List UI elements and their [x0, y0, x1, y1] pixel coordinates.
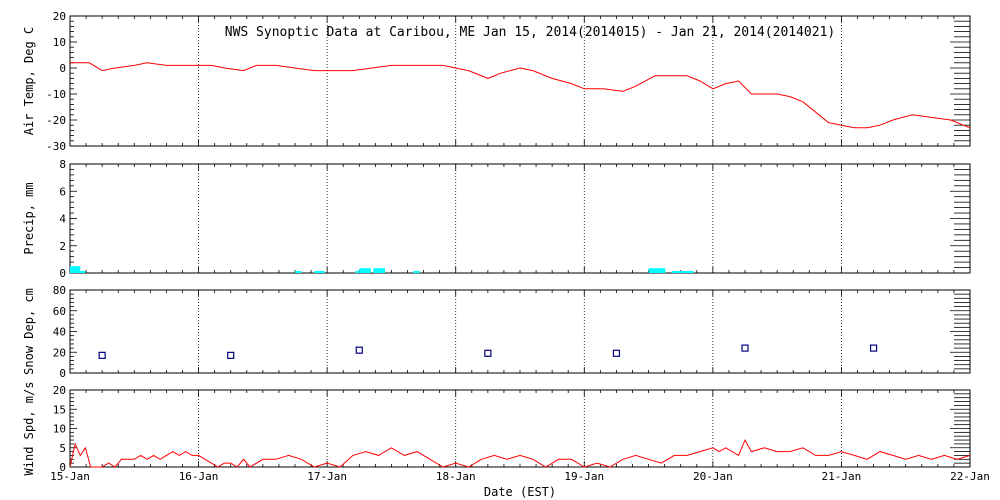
precip-bar [70, 266, 81, 273]
snowdep-point [227, 351, 235, 359]
airtemp-series-line [70, 62, 971, 129]
x-tick-label: 18-Jan [436, 470, 476, 483]
precip-bar [80, 270, 86, 273]
precip-bar [413, 270, 420, 273]
x-tick-label: 19-Jan [564, 470, 604, 483]
airtemp-ytick-label: 10 [53, 36, 66, 49]
snowdep-ytick-label: 20 [53, 346, 66, 359]
windspd-series-line [69, 438, 971, 468]
precip-ytick-label: 0 [59, 267, 66, 280]
snowdep-ytick-label: 40 [53, 326, 66, 339]
windspd-ytick-label: 15 [53, 403, 66, 416]
x-tick-label: 17-Jan [307, 470, 347, 483]
precip-ytick-label: 6 [59, 185, 66, 198]
x-tick-label: 20-Jan [693, 470, 733, 483]
snowdep-point [869, 344, 878, 352]
windspd-ylabel: Wind Spd, m/s [22, 382, 36, 476]
precip-bar [359, 268, 371, 273]
precip-ytick-label: 2 [59, 240, 66, 253]
x-tick-label: 16-Jan [179, 470, 219, 483]
windspd-ytick-label: 0 [59, 461, 66, 474]
snowdep-frame [69, 289, 971, 374]
airtemp-ytick-label: -10 [46, 88, 66, 101]
precip-ytick-label: 4 [59, 213, 66, 226]
airtemp-ytick-label: -20 [46, 114, 66, 127]
snowdep-ytick-label: 60 [53, 305, 66, 318]
precip-bar [355, 270, 360, 273]
snowdep-point [484, 349, 492, 357]
snowdep-ylabel: Snow Dep, cm [22, 288, 36, 375]
x-axis-label: Date (EST) [484, 485, 556, 499]
precip-ylabel: Precip, mm [22, 182, 36, 254]
snowdep-point [355, 346, 363, 354]
windspd-ytick-label: 10 [53, 423, 66, 436]
precip-bar [373, 268, 385, 273]
airtemp-ytick-label: -30 [46, 140, 66, 153]
snowdep-point [612, 349, 621, 357]
precip-frame [69, 163, 971, 274]
precip-ytick-label: 8 [59, 158, 66, 171]
x-tick-label: 15-Jan [50, 470, 90, 483]
windspd-ytick-label: 20 [53, 384, 66, 397]
snowdep-ytick-label: 0 [59, 367, 66, 380]
windspd-ytick-label: 5 [59, 442, 66, 455]
chart-title: NWS Synoptic Data at Caribou, ME Jan 15,… [225, 25, 835, 40]
precip-bar [648, 268, 666, 273]
airtemp-ytick-label: 20 [53, 10, 66, 23]
x-tick-label: 21-Jan [822, 470, 862, 483]
precip-bar [671, 270, 694, 273]
airtemp-ylabel: Air Temp, Deg C [22, 27, 36, 135]
snowdep-point [98, 351, 106, 359]
snowdep-point [741, 344, 749, 352]
precip-bar [295, 270, 302, 273]
snowdep-ytick-label: 80 [53, 284, 66, 297]
x-tick-label: 22-Jan [950, 470, 990, 483]
precip-bar [314, 270, 325, 273]
airtemp-ytick-label: 0 [59, 62, 66, 75]
